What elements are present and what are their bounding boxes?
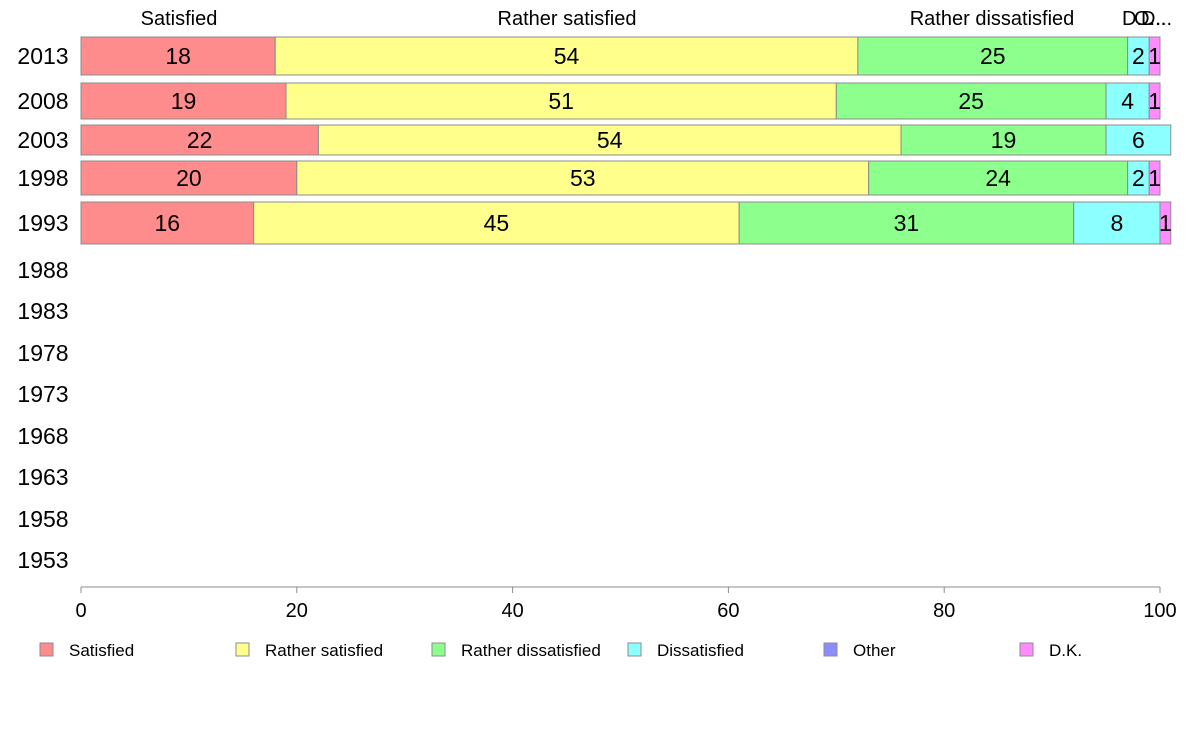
year-label: 1953 (17, 547, 68, 573)
bar-value-label: 1 (1148, 88, 1161, 114)
x-tick-label: 60 (717, 600, 739, 622)
bar-value-label: 1 (1148, 165, 1161, 191)
legend-label: Rather satisfied (265, 641, 383, 660)
bar-value-label: 22 (187, 127, 213, 153)
bar-segment (80, 124, 319, 156)
year-label: 2003 (17, 127, 68, 153)
year-label: 1958 (17, 506, 68, 532)
bar-value-label: 8 (1110, 210, 1123, 236)
legend-label: D.K. (1049, 641, 1082, 660)
bar-value-label: 45 (484, 210, 510, 236)
bar-value-label: 25 (958, 88, 984, 114)
bar-value-label: 31 (894, 210, 920, 236)
x-tick-label: 100 (1143, 600, 1176, 622)
bar-value-label: 6 (1132, 127, 1145, 153)
bar-segment (868, 160, 1129, 196)
bar-segment (1148, 36, 1161, 76)
bar-segment (80, 82, 287, 120)
year-label: 1993 (17, 210, 68, 236)
bar-value-label: 1 (1159, 210, 1172, 236)
bar-value-label: 25 (980, 43, 1006, 69)
bar-value-label: 2 (1132, 165, 1145, 191)
bar-segment (1073, 201, 1161, 245)
bar-value-label: 19 (991, 127, 1017, 153)
bar-value-label: 53 (570, 165, 596, 191)
year-label: 1973 (17, 381, 68, 407)
legend-label: Satisfied (69, 641, 134, 660)
year-label: 1988 (17, 257, 68, 283)
legend-label: Rather dissatisfied (461, 641, 601, 660)
bar-value-label: 1 (1148, 43, 1161, 69)
bar-segment (1159, 201, 1172, 245)
year-label: 1963 (17, 464, 68, 490)
year-label: 1983 (17, 298, 68, 324)
bar-segment (80, 36, 276, 76)
column-header-label: D... (1141, 8, 1172, 30)
x-tick-label: 40 (501, 600, 523, 622)
bar-segment (1105, 124, 1172, 156)
legend-swatch (627, 642, 642, 657)
legend-swatch (235, 642, 250, 657)
x-tick-label: 80 (933, 600, 955, 622)
column-header-label: O... (1134, 8, 1166, 30)
bar-segment (738, 201, 1075, 245)
bar-segment (285, 82, 837, 120)
column-header-label: Satisfied (141, 8, 218, 30)
year-label: 2008 (17, 88, 68, 114)
legend-swatch (1019, 642, 1034, 657)
legend-swatch (431, 642, 446, 657)
bar-segment (253, 201, 740, 245)
bar-segment (80, 201, 255, 245)
x-tick-label: 0 (75, 600, 86, 622)
year-label: 1998 (17, 165, 68, 191)
bar-segment (317, 124, 902, 156)
bar-value-label: 54 (597, 127, 623, 153)
legend-label: Dissatisfied (657, 641, 744, 660)
bar-segment (835, 82, 1107, 120)
bar-segment (1105, 82, 1150, 120)
bar-segment (1148, 82, 1161, 120)
bar-value-label: 24 (985, 165, 1011, 191)
bar-value-label: 18 (165, 43, 191, 69)
year-label: 1978 (17, 340, 68, 366)
bar-segment (80, 160, 298, 196)
year-label: 1968 (17, 423, 68, 449)
bar-value-label: 51 (548, 88, 574, 114)
column-header-label: Rather dissatisfied (910, 8, 1075, 30)
legend-swatch (39, 642, 54, 657)
legend-label: Other (853, 641, 896, 660)
bar-segment (900, 124, 1107, 156)
column-header-label: D... (1122, 8, 1153, 30)
x-tick-label: 20 (286, 600, 308, 622)
column-header-label: Rather satisfied (498, 8, 637, 30)
year-label: 2013 (17, 43, 68, 69)
bar-segment (296, 160, 870, 196)
legend-swatch (823, 642, 838, 657)
bar-value-label: 19 (171, 88, 197, 114)
bar-segment (274, 36, 859, 76)
bar-segment (857, 36, 1129, 76)
bar-value-label: 2 (1132, 43, 1145, 69)
bar-value-label: 20 (176, 165, 202, 191)
bar-segment (1148, 160, 1161, 196)
bar-value-label: 16 (155, 210, 181, 236)
bar-value-label: 4 (1121, 88, 1134, 114)
bar-value-label: 54 (554, 43, 580, 69)
